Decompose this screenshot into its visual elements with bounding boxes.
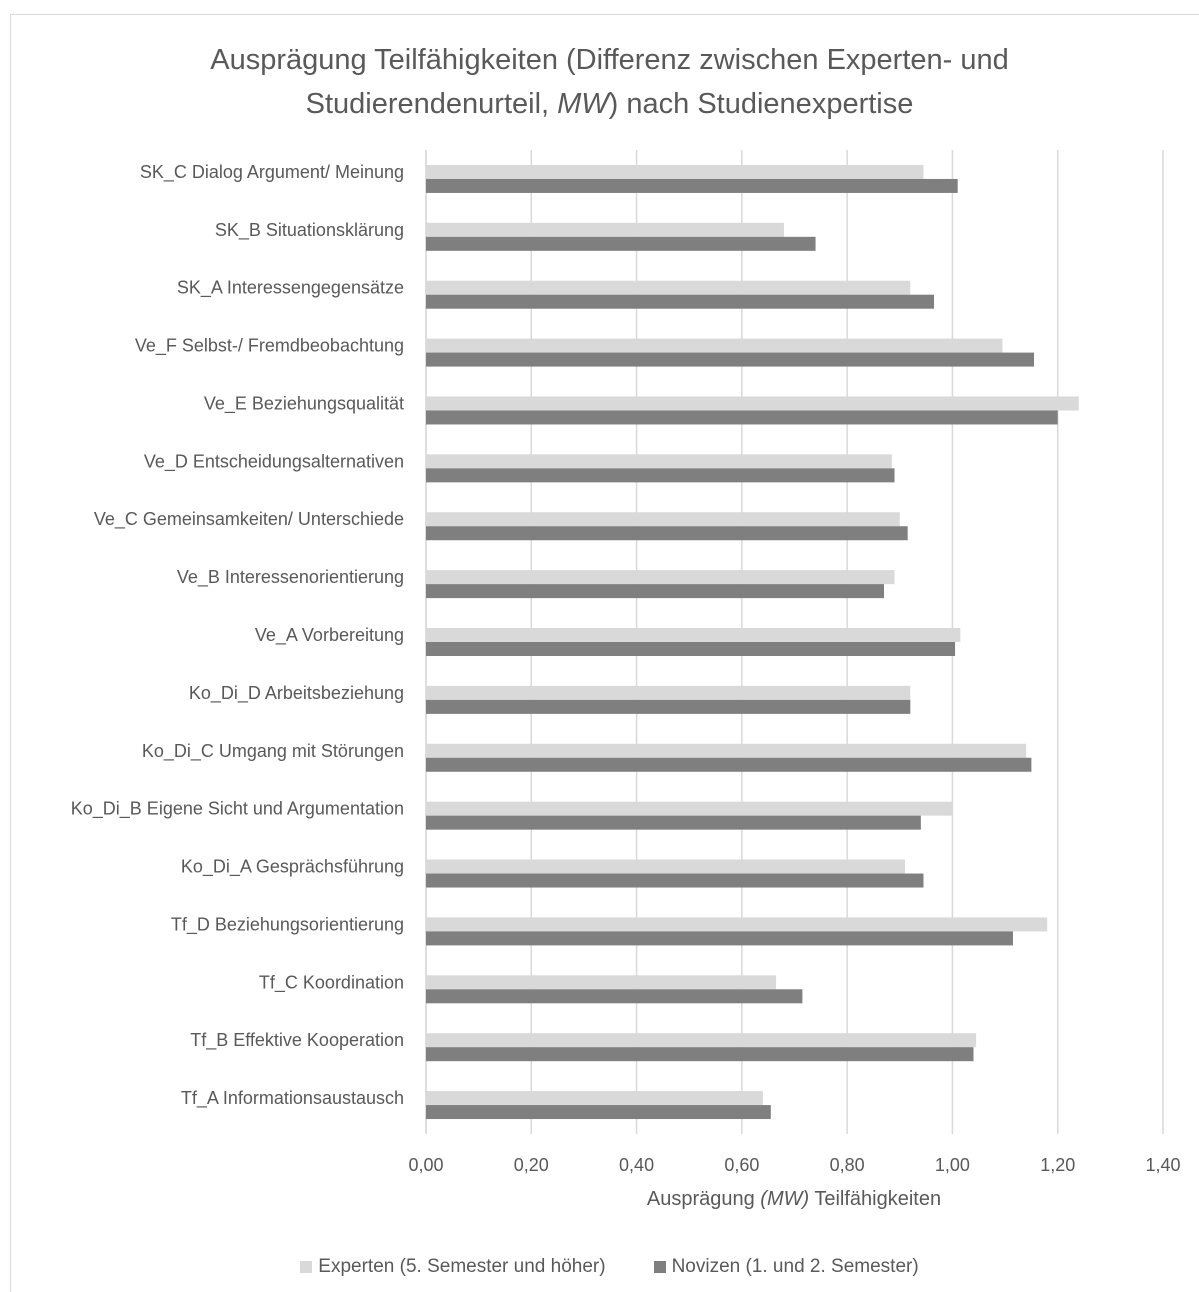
category-label: Ko_Di_B Eigene Sicht und Argumentation: [71, 799, 404, 820]
bar-experten-11: [426, 801, 953, 816]
bar-novizen-5: [426, 468, 895, 483]
bar-experten-14: [426, 975, 777, 990]
bar-novizen-9: [426, 699, 911, 714]
bar-experten-5: [426, 454, 892, 469]
bar-novizen-14: [426, 989, 803, 1004]
bar-experten-9: [426, 685, 911, 700]
x-tick-labels: 0,00 0,20 0,40 0,60 0,80 1,00 1,20 1,40: [408, 1155, 1180, 1175]
category-label: Ve_F Selbst-/ Fremdbeobachtung: [135, 336, 404, 357]
bar-novizen-8: [426, 642, 956, 656]
legend-item-experten: Experten (5. Semester und höher): [300, 1256, 606, 1278]
x-tick-label: 0,80: [830, 1155, 865, 1175]
category-label: Tf_C Koordination: [259, 972, 404, 993]
x-tick-label: 1,20: [1040, 1155, 1075, 1175]
bar-novizen-11: [426, 815, 921, 830]
bar-novizen-15: [426, 1047, 974, 1062]
bar-novizen-13: [426, 931, 1013, 946]
x-tick-label: 0,60: [724, 1155, 759, 1175]
category-label: Ko_Di_A Gesprächsführung: [181, 857, 404, 878]
bar-novizen-4: [426, 410, 1058, 425]
legend: Experten (5. Semester und höher) Novizen…: [0, 1256, 1199, 1278]
category-label: Tf_B Effektive Kooperation: [190, 1030, 404, 1051]
category-label: Ve_E Beziehungsqualität: [204, 393, 404, 414]
legend-swatch-experten: [300, 1261, 313, 1273]
x-axis-title-post: Teilfähigkeiten: [809, 1188, 942, 1210]
x-tick-label: 0,20: [514, 1155, 549, 1175]
chart-title-line-2: Studierendenurteil, MW) nach Studienexpe…: [0, 82, 1199, 126]
bar-experten-15: [426, 1033, 977, 1048]
category-label: Ve_C Gemeinsamkeiten/ Unterschiede: [94, 509, 404, 530]
category-label: Ko_Di_D Arbeitsbeziehung: [189, 683, 404, 704]
bar-experten-0: [426, 164, 924, 179]
x-tick-label: 1,40: [1145, 1155, 1180, 1175]
category-label: SK_A Interessengegensätze: [177, 278, 404, 299]
bar-experten-3: [426, 338, 1003, 353]
bar-novizen-3: [426, 352, 1035, 367]
bar-experten-12: [426, 859, 906, 874]
bar-experten-7: [426, 570, 895, 585]
x-axis-title-pre: Ausprägung: [646, 1188, 761, 1210]
legend-item-novizen: Novizen (1. und 2. Semester): [653, 1256, 919, 1278]
bar-experten-8: [426, 628, 961, 642]
bar-novizen-0: [426, 178, 958, 193]
bar-experten-16: [426, 1091, 763, 1106]
bar-experten-4: [426, 396, 1079, 411]
category-labels: SK_C Dialog Argument/ Meinung SK_B Situat…: [71, 162, 404, 1109]
chart-title-line-2-em: MW: [557, 88, 609, 120]
bar-experten-2: [426, 280, 911, 295]
legend-label-novizen: Novizen (1. und 2. Semester): [671, 1256, 919, 1277]
category-label: SK_B Situationsklärung: [215, 220, 404, 241]
bar-novizen-7: [426, 584, 884, 599]
bar-experten-10: [426, 743, 1027, 758]
legend-swatch-novizen: [653, 1261, 666, 1273]
x-tick-label: 1,00: [935, 1155, 970, 1175]
category-label: Ve_A Vorbereitung: [255, 625, 404, 646]
bar-experten-1: [426, 222, 784, 237]
bar-novizen-12: [426, 873, 924, 888]
chart-title: Ausprägung Teilfähigkeiten (Differenz zw…: [0, 38, 1199, 126]
category-label: SK_C Dialog Argument/ Meinung: [140, 162, 404, 183]
chart-title-line-2-pre: Studierendenurteil,: [305, 88, 558, 120]
category-label: Ko_Di_C Umgang mit Störungen: [142, 741, 404, 762]
bar-experten-13: [426, 917, 1048, 932]
x-axis-title-em: (MW): [760, 1188, 810, 1210]
category-label: Tf_A Informationsaustausch: [181, 1088, 404, 1109]
bar-novizen-10: [426, 757, 1032, 772]
chart-title-line-1: Ausprägung Teilfähigkeiten (Differenz zw…: [210, 44, 1009, 76]
bar-novizen-16: [426, 1105, 771, 1120]
legend-label-experten: Experten (5. Semester und höher): [318, 1256, 606, 1277]
bar-novizen-6: [426, 526, 908, 541]
x-tick-label: 0,00: [408, 1155, 443, 1175]
x-tick-label: 0,40: [619, 1155, 654, 1175]
bar-novizen-2: [426, 294, 935, 309]
category-label: Ve_B Interessenorientierung: [177, 567, 404, 588]
category-label: Tf_D Beziehungsorientierung: [171, 914, 404, 935]
category-label: Ve_D Entscheidungsalternativen: [144, 451, 404, 472]
bars: [426, 164, 1079, 1120]
bar-experten-6: [426, 512, 900, 527]
x-axis-title: Ausprägung (MW) Teilfähigkeiten: [426, 1188, 1162, 1211]
bar-novizen-1: [426, 236, 816, 251]
chart-title-line-2-post: ) nach Studienexpertise: [608, 88, 914, 120]
